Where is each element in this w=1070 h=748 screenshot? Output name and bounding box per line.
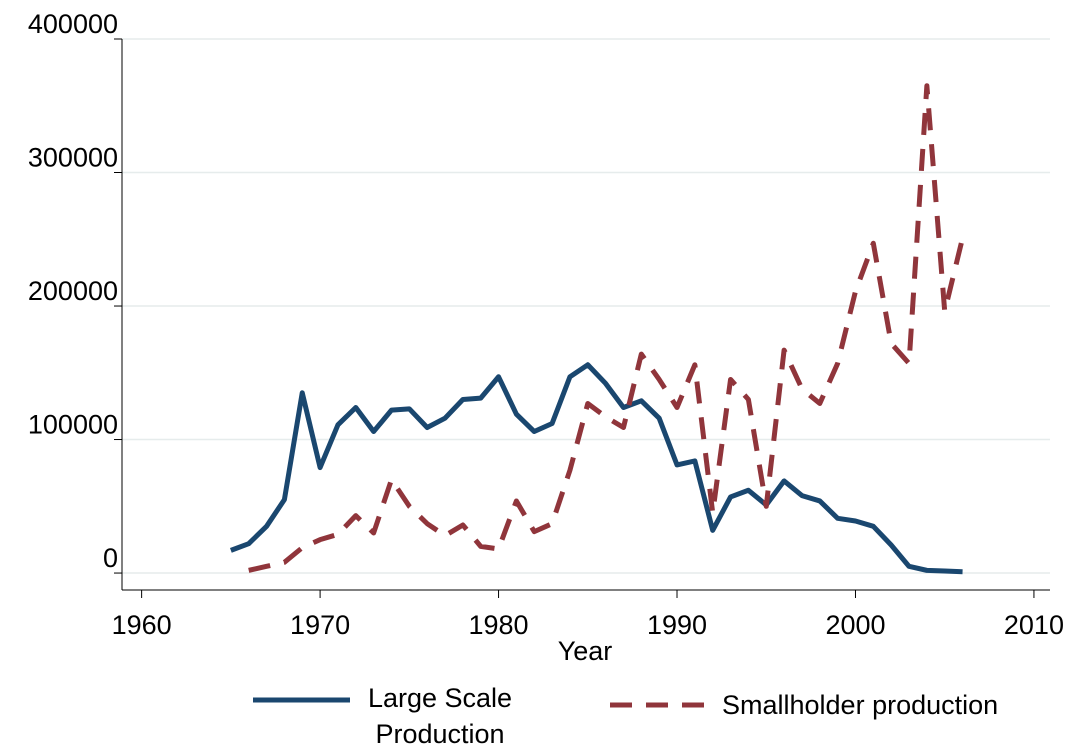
x-tick-label: 1970 bbox=[290, 610, 350, 640]
y-tick-label: 200000 bbox=[28, 276, 118, 306]
y-tick-label: 300000 bbox=[28, 143, 118, 173]
x-axis-label: Year bbox=[558, 636, 613, 666]
y-tick-label: 100000 bbox=[28, 410, 118, 440]
x-tick-label: 2000 bbox=[825, 610, 885, 640]
legend-label: Large Scale Production bbox=[367, 683, 513, 748]
y-tick-label: 0 bbox=[103, 543, 118, 573]
legend-label: Smallholder production bbox=[722, 690, 999, 720]
y-tick-label: 400000 bbox=[28, 9, 118, 39]
x-tick-label: 2010 bbox=[1004, 610, 1064, 640]
series-line bbox=[248, 83, 965, 573]
series-line bbox=[229, 362, 963, 575]
x-tick-label: 1960 bbox=[112, 610, 172, 640]
x-tick-label: 1990 bbox=[647, 610, 707, 640]
x-tick-label: 1980 bbox=[469, 610, 529, 640]
